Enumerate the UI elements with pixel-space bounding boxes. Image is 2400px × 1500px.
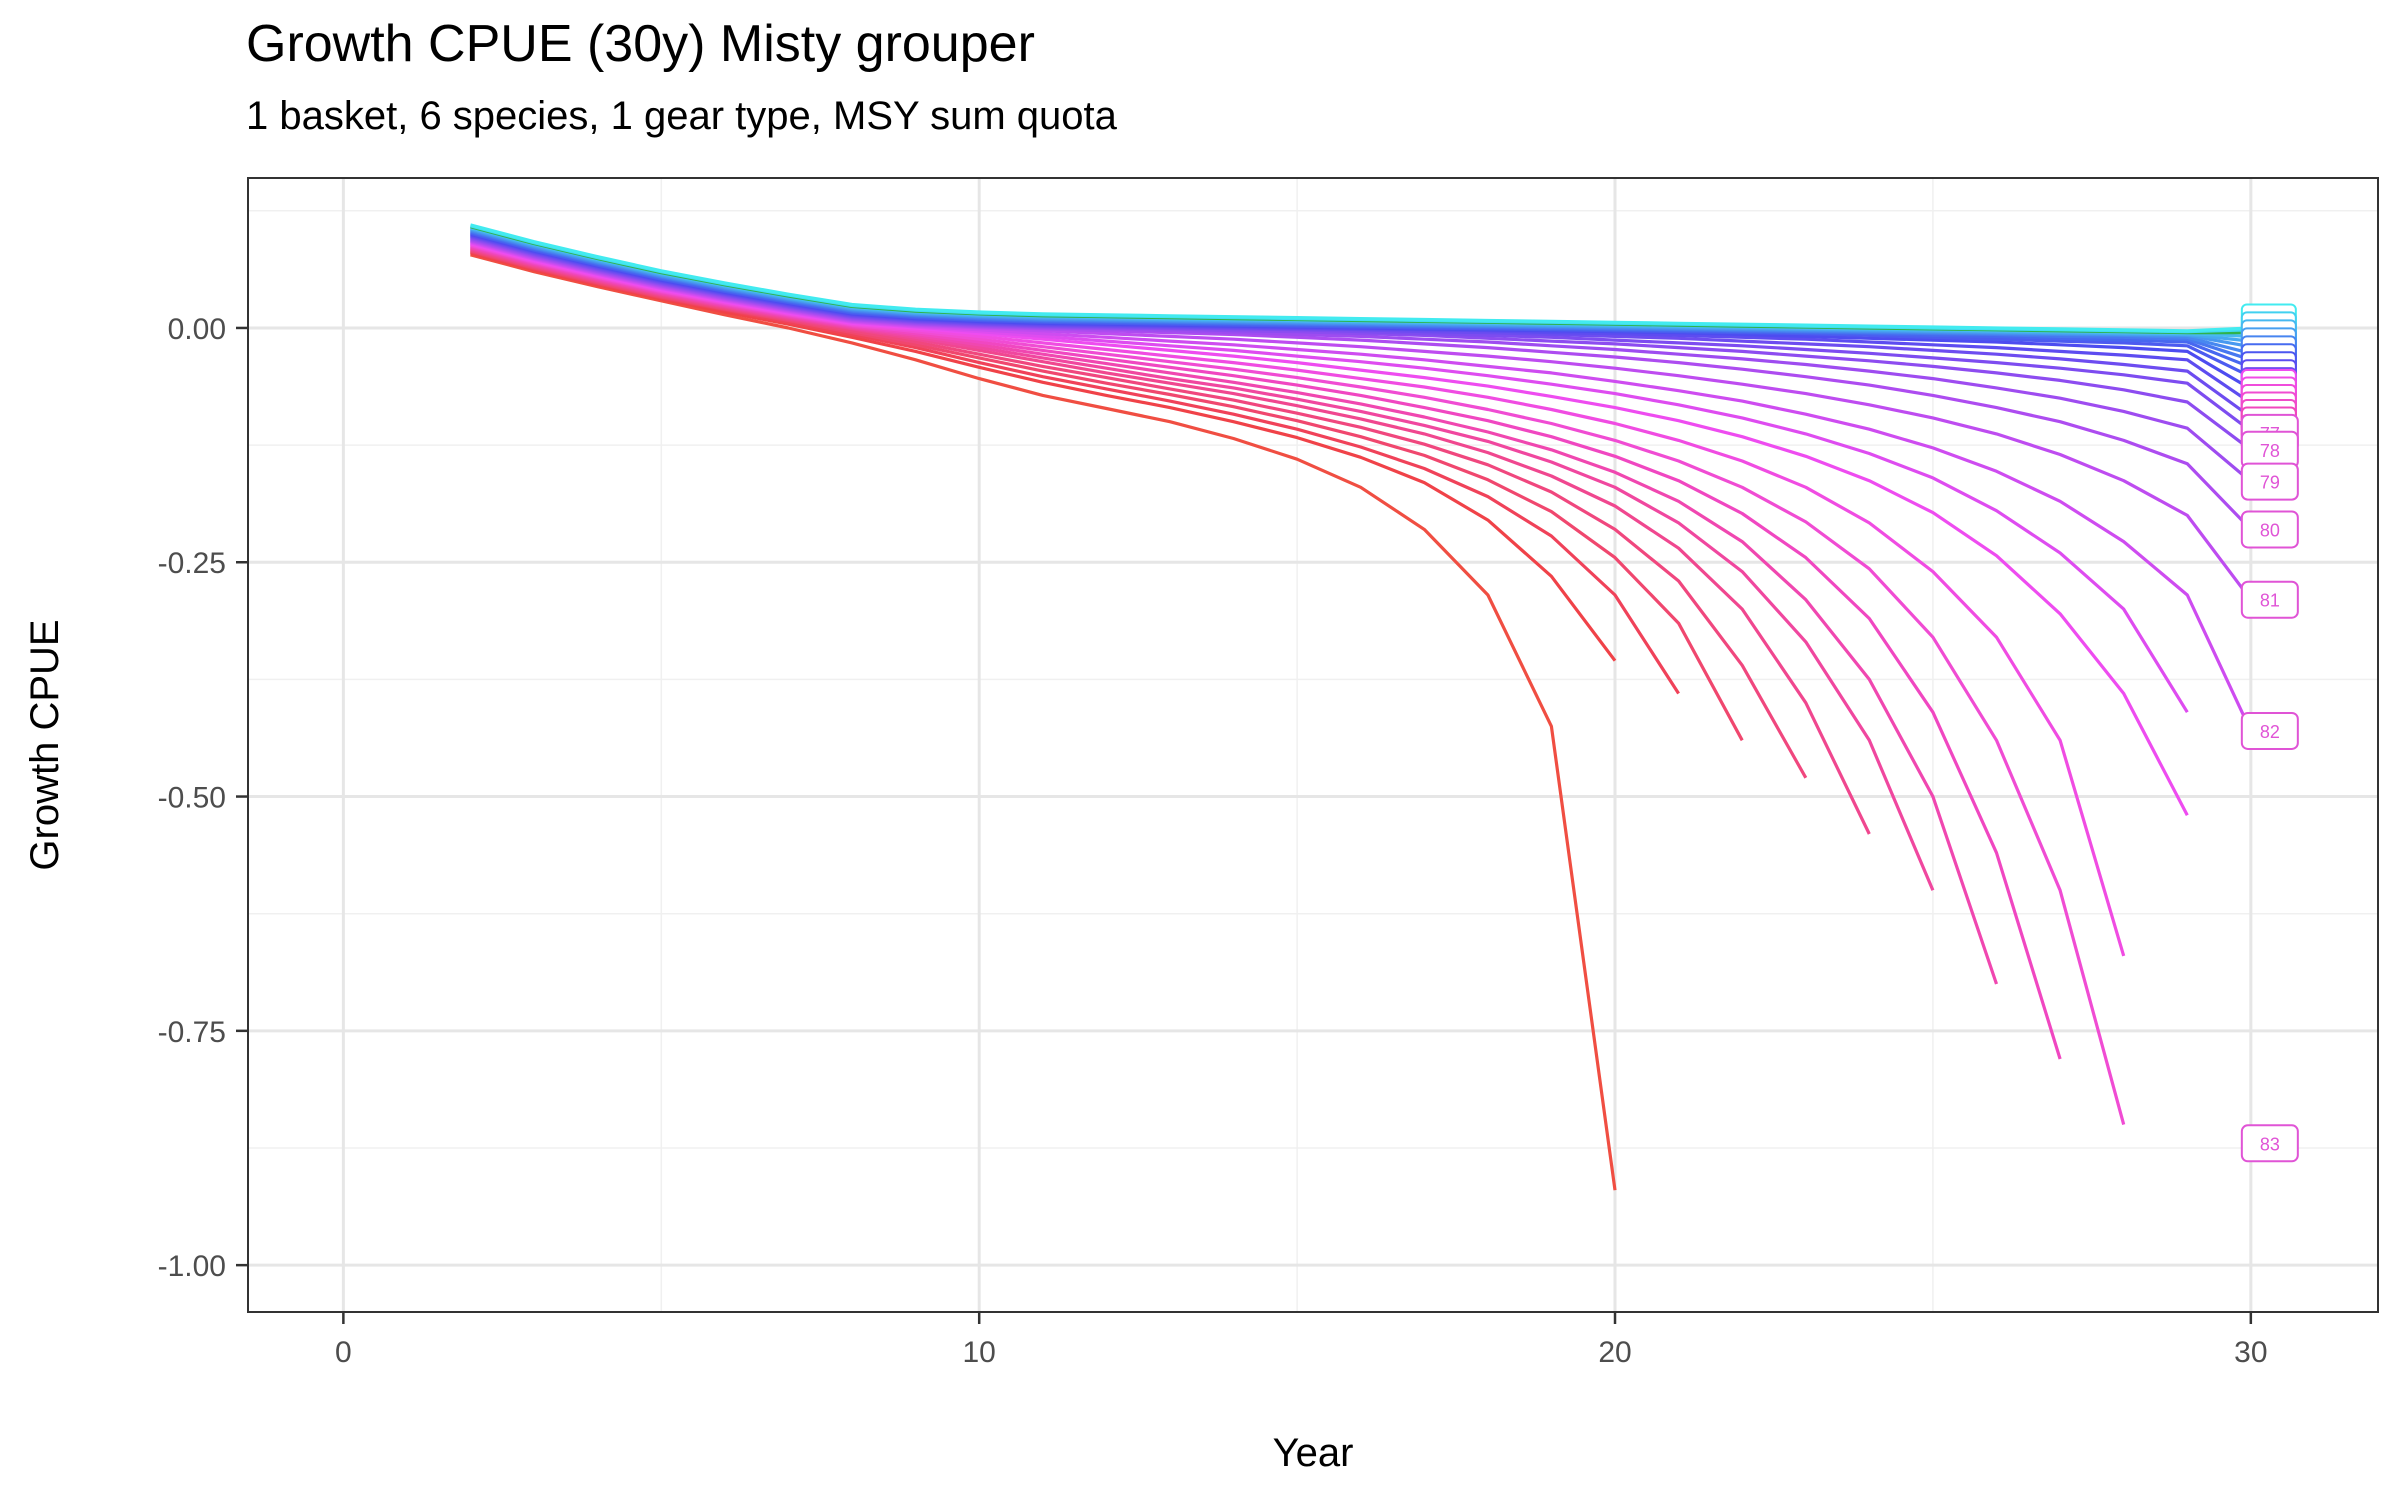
end-label-box [2240, 580, 2299, 619]
series-lines [470, 223, 2253, 1191]
end-label-box [2240, 711, 2299, 750]
end-labels: 77787980818283 [2240, 303, 2299, 1163]
x-axis-title: Year [1273, 1431, 1354, 1475]
x-tick-label: 20 [1598, 1336, 1631, 1369]
end-label: 83 [2260, 1134, 2280, 1154]
axis-ticks: 0 10 20 30 0.00 -0.25 -0.50 -0.75 -1.00 [158, 313, 2268, 1369]
y-tick-label: 0.00 [168, 313, 226, 346]
y-tick-label: -0.25 [158, 547, 226, 580]
x-tick-label: 10 [963, 1336, 996, 1369]
end-label: 78 [2260, 441, 2280, 461]
y-tick-label: -0.75 [158, 1016, 226, 1049]
end-label: 80 [2260, 520, 2280, 540]
chart-title: Growth CPUE (30y) Misty grouper [246, 15, 1035, 73]
end-label-box [2240, 510, 2299, 549]
x-tick-label: 30 [2234, 1336, 2267, 1369]
y-tick-label: -0.50 [158, 782, 226, 815]
chart-subtitle: 1 basket, 6 species, 1 gear type, MSY su… [246, 94, 1117, 138]
y-axis-title: Growth CPUE [23, 619, 67, 870]
y-tick-label: -1.00 [158, 1250, 226, 1283]
end-label-box [2240, 462, 2299, 501]
end-label: 79 [2260, 473, 2280, 493]
x-tick-label: 0 [335, 1336, 352, 1369]
series-line [470, 223, 2251, 333]
series-line [470, 253, 1617, 1191]
plot-panel [248, 178, 2378, 1312]
end-label: 81 [2260, 591, 2280, 611]
end-label-box [2240, 1124, 2299, 1163]
end-label: 82 [2260, 722, 2280, 742]
plot-border [247, 177, 2379, 1313]
